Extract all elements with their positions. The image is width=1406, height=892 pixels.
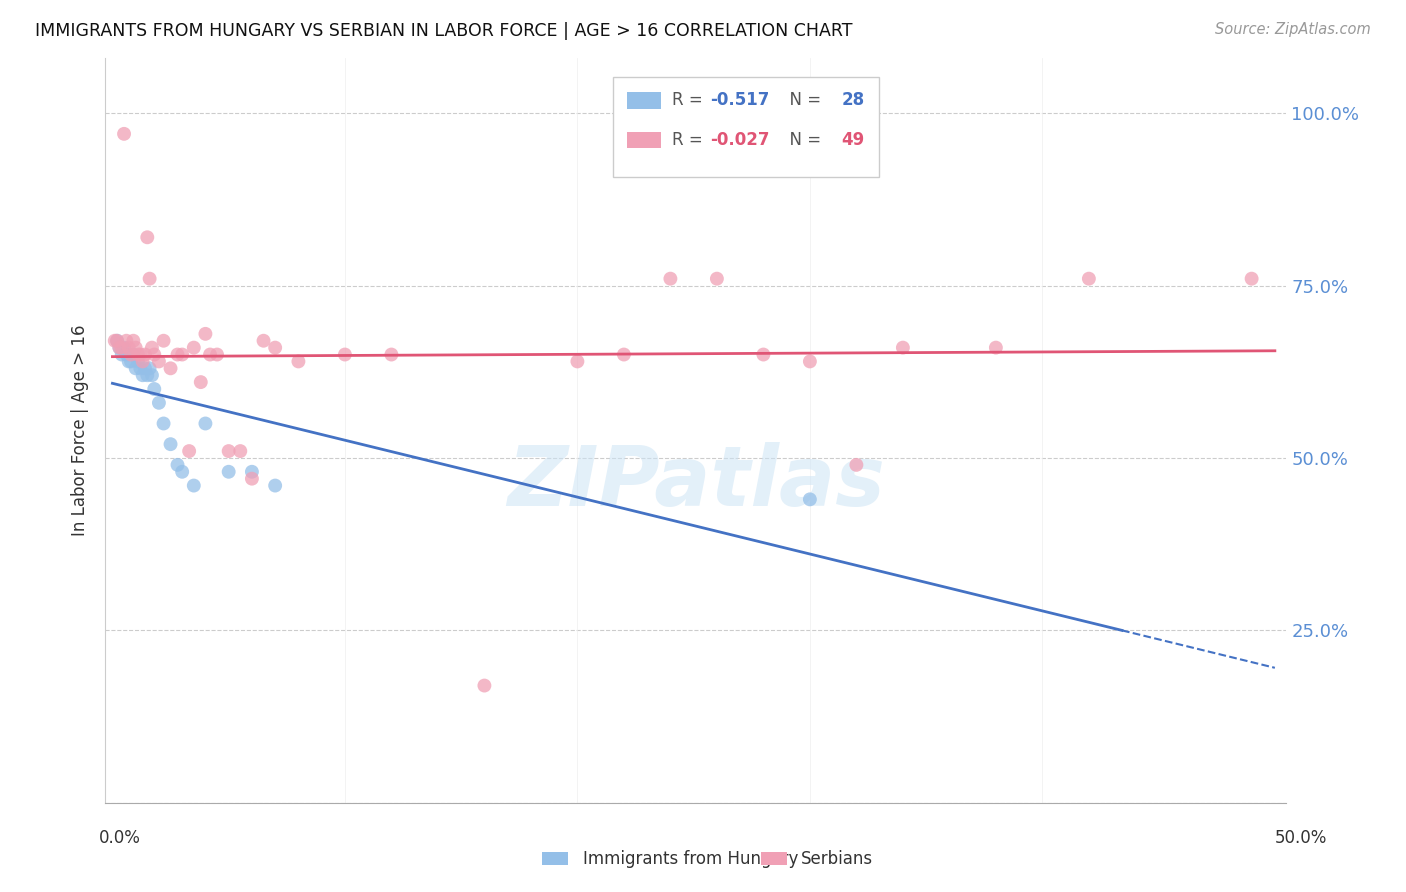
Point (159, 361, 181, 376)
Point (194, 417, 217, 431)
Point (198, 347, 221, 361)
Point (183, 478, 205, 492)
Point (166, 458, 188, 472)
Text: -0.517: -0.517 (710, 92, 769, 110)
Text: 0.0%: 0.0% (98, 829, 141, 847)
Point (172, 465, 194, 479)
Point (120, 347, 142, 361)
Point (166, 347, 188, 361)
Point (141, 341, 163, 355)
Text: IMMIGRANTS FROM HUNGARY VS SERBIAN IN LABOR FORCE | AGE > 16 CORRELATION CHART: IMMIGRANTS FROM HUNGARY VS SERBIAN IN LA… (35, 22, 852, 40)
Point (108, 341, 131, 355)
Point (115, 347, 138, 361)
Point (105, 334, 128, 348)
Point (845, 458, 868, 472)
Point (118, 354, 141, 368)
Point (613, 347, 636, 361)
Point (112, 127, 135, 141)
Text: Serbians: Serbians (801, 850, 873, 868)
Point (799, 354, 821, 368)
Bar (627, 92, 661, 109)
Bar (761, 852, 787, 865)
Point (136, 230, 159, 244)
Point (1240, 271, 1263, 285)
Point (104, 334, 127, 348)
Point (205, 347, 228, 361)
Point (129, 361, 152, 376)
Point (183, 341, 205, 355)
Bar (627, 132, 661, 148)
Point (190, 375, 212, 389)
Point (218, 465, 240, 479)
Point (264, 341, 287, 355)
Point (984, 341, 1007, 355)
Point (172, 347, 194, 361)
Point (129, 347, 152, 361)
Point (218, 444, 240, 458)
Point (134, 361, 156, 376)
Text: 50.0%: 50.0% (1274, 829, 1327, 847)
Point (706, 271, 728, 285)
Y-axis label: In Labor Force | Age > 16: In Labor Force | Age > 16 (72, 325, 90, 536)
Point (127, 347, 149, 361)
Text: N =: N = (779, 92, 825, 110)
Text: 49: 49 (841, 131, 865, 149)
Text: R =: R = (672, 92, 709, 110)
Point (115, 334, 138, 348)
Point (141, 368, 163, 383)
Point (138, 271, 160, 285)
Point (108, 341, 131, 355)
Point (229, 444, 252, 458)
Point (122, 334, 145, 348)
Point (111, 341, 134, 355)
Point (105, 334, 128, 348)
Point (333, 347, 356, 361)
Point (118, 341, 141, 355)
Point (127, 354, 149, 368)
Point (752, 347, 775, 361)
Point (474, 679, 496, 693)
Text: N =: N = (779, 131, 825, 149)
Point (131, 368, 153, 383)
Point (143, 347, 166, 361)
Text: Source: ZipAtlas.com: Source: ZipAtlas.com (1215, 22, 1371, 37)
Point (380, 347, 402, 361)
Point (120, 354, 142, 368)
Point (179, 444, 201, 458)
Point (194, 326, 217, 341)
Point (1077, 271, 1099, 285)
Bar (613, 77, 879, 178)
Text: Immigrants from Hungary: Immigrants from Hungary (582, 850, 799, 868)
Point (252, 334, 274, 348)
Point (264, 478, 287, 492)
Point (138, 361, 160, 376)
Text: 28: 28 (841, 92, 865, 110)
Point (240, 472, 263, 486)
Point (891, 341, 914, 355)
Point (143, 382, 166, 396)
Point (240, 465, 263, 479)
Point (112, 341, 135, 355)
Point (152, 334, 174, 348)
Text: R =: R = (672, 131, 709, 149)
Point (111, 347, 134, 361)
Point (152, 417, 174, 431)
Text: -0.027: -0.027 (710, 131, 769, 149)
Point (659, 271, 682, 285)
Point (148, 396, 170, 410)
Point (136, 368, 159, 383)
Text: ZIPatlas: ZIPatlas (508, 442, 884, 523)
Point (148, 354, 170, 368)
Point (287, 354, 309, 368)
Point (134, 347, 156, 361)
Point (124, 341, 146, 355)
Point (159, 437, 181, 451)
Point (131, 354, 153, 368)
Bar (543, 852, 568, 865)
Point (124, 361, 146, 376)
Point (567, 354, 589, 368)
Point (799, 492, 821, 507)
Point (122, 347, 145, 361)
